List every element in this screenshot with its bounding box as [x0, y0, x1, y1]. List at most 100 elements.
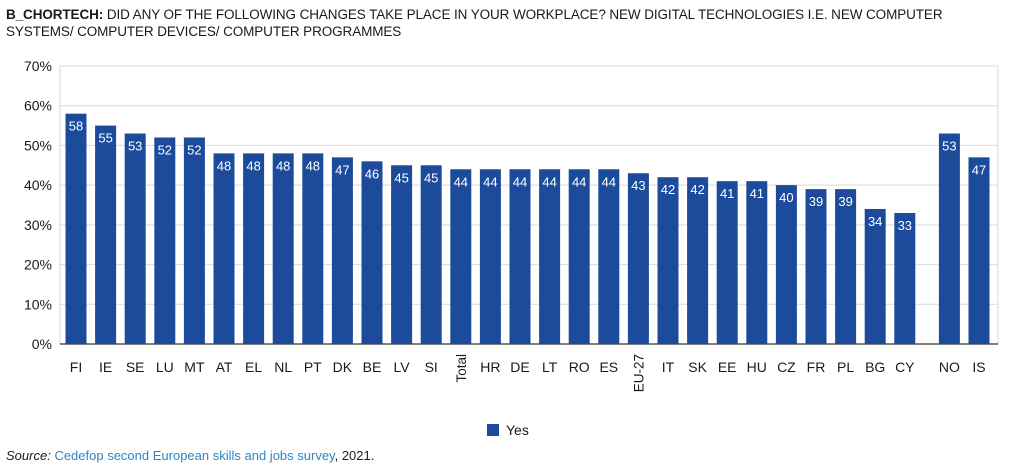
bar-de: [509, 169, 531, 344]
y-tick-label: 40%: [24, 177, 52, 193]
data-label: 47: [972, 162, 986, 177]
chart-title-text: DID ANY OF THE FOLLOWING CHANGES TAKE PL…: [6, 7, 943, 39]
y-tick-label: 10%: [24, 296, 52, 312]
bar-es: [598, 169, 620, 344]
x-tick-label: IE: [99, 359, 112, 375]
data-label: 43: [631, 178, 645, 193]
bar-no: [938, 133, 960, 344]
y-tick-label: 20%: [24, 257, 52, 273]
bar-pt: [302, 153, 324, 344]
bar-cz: [775, 185, 797, 344]
data-label: 48: [276, 158, 290, 173]
data-label: 34: [868, 214, 882, 229]
x-tick-label: DE: [510, 359, 529, 375]
bar-bg: [864, 208, 886, 344]
data-label: 48: [306, 158, 320, 173]
x-tick-label: CY: [895, 359, 915, 375]
bar-dk: [331, 157, 353, 344]
chart-title: B_CHORTECH: DID ANY OF THE FOLLOWING CHA…: [6, 6, 1006, 40]
data-label: 45: [394, 170, 408, 185]
x-tick-label: MT: [184, 359, 205, 375]
data-label: 40: [779, 190, 793, 205]
data-label: 46: [365, 166, 379, 181]
data-label: 48: [217, 158, 231, 173]
data-label: 44: [602, 174, 616, 189]
source-note: Source: Cedefop second European skills a…: [6, 448, 374, 463]
x-tick-label: EE: [718, 359, 737, 375]
y-tick-label: 50%: [24, 137, 52, 153]
data-label: 47: [335, 162, 349, 177]
data-label: 55: [98, 131, 112, 146]
bar-hr: [479, 169, 501, 344]
x-tick-label: PT: [304, 359, 322, 375]
bar-lu: [154, 137, 176, 344]
x-tick-label: SE: [126, 359, 145, 375]
source-link[interactable]: Cedefop second European skills and jobs …: [54, 448, 335, 463]
x-tick-label: DK: [333, 359, 353, 375]
bar-si: [420, 165, 442, 344]
x-tick-label: FI: [70, 359, 82, 375]
bar-se: [124, 133, 146, 344]
bar-total: [450, 169, 472, 344]
y-tick-label: 60%: [24, 98, 52, 114]
bar-fi: [65, 113, 87, 345]
data-label: 42: [661, 182, 675, 197]
bar-eu-27: [627, 173, 649, 344]
bar-ee: [716, 181, 738, 344]
data-label: 44: [483, 174, 497, 189]
x-tick-label: AT: [216, 359, 233, 375]
data-label: 45: [424, 170, 438, 185]
x-tick-label: IT: [662, 359, 675, 375]
x-tick-label: BG: [865, 359, 885, 375]
data-label: 41: [720, 186, 734, 201]
data-label: 52: [187, 142, 201, 157]
x-tick-label: EL: [245, 359, 262, 375]
data-label: 42: [690, 182, 704, 197]
bar-ie: [95, 125, 117, 344]
x-tick-label: ES: [599, 359, 618, 375]
source-label: Source:: [6, 448, 51, 463]
x-tick-label: HR: [480, 359, 500, 375]
bar-at: [213, 153, 235, 344]
bar-is: [968, 157, 990, 344]
bar-pl: [835, 189, 857, 344]
bar-be: [361, 161, 383, 344]
data-label: 53: [942, 139, 956, 154]
data-label: 41: [750, 186, 764, 201]
x-tick-label: RO: [569, 359, 590, 375]
bar-it: [657, 177, 679, 344]
x-tick-label: IS: [972, 359, 985, 375]
data-label: 44: [542, 174, 556, 189]
bar-nl: [272, 153, 294, 344]
data-label: 53: [128, 139, 142, 154]
data-label: 44: [454, 174, 468, 189]
bar-sk: [687, 177, 709, 344]
bar-ro: [568, 169, 590, 344]
legend-swatch: [487, 424, 499, 436]
bar-lt: [539, 169, 561, 344]
data-label: 52: [158, 142, 172, 157]
x-tick-label: CZ: [777, 359, 796, 375]
x-tick-label: LV: [394, 359, 411, 375]
data-label: 58: [69, 119, 83, 134]
bar-cy: [894, 212, 916, 344]
y-tick-label: 70%: [24, 58, 52, 74]
x-tick-label: SI: [425, 359, 438, 375]
x-tick-label: PL: [837, 359, 854, 375]
bar-fr: [805, 189, 827, 344]
bar-el: [243, 153, 265, 344]
source-suffix: , 2021.: [334, 448, 375, 463]
x-tick-label: Total: [454, 354, 469, 383]
data-label: 33: [898, 218, 912, 233]
data-label: 48: [246, 158, 260, 173]
legend-label: Yes: [506, 422, 529, 438]
x-tick-label: LT: [542, 359, 558, 375]
x-tick-label: NO: [939, 359, 960, 375]
x-tick-label: LU: [156, 359, 174, 375]
bar-mt: [183, 137, 205, 344]
x-tick-label: NL: [274, 359, 292, 375]
x-tick-label: SK: [688, 359, 707, 375]
data-label: 39: [809, 194, 823, 209]
data-label: 44: [513, 174, 527, 189]
